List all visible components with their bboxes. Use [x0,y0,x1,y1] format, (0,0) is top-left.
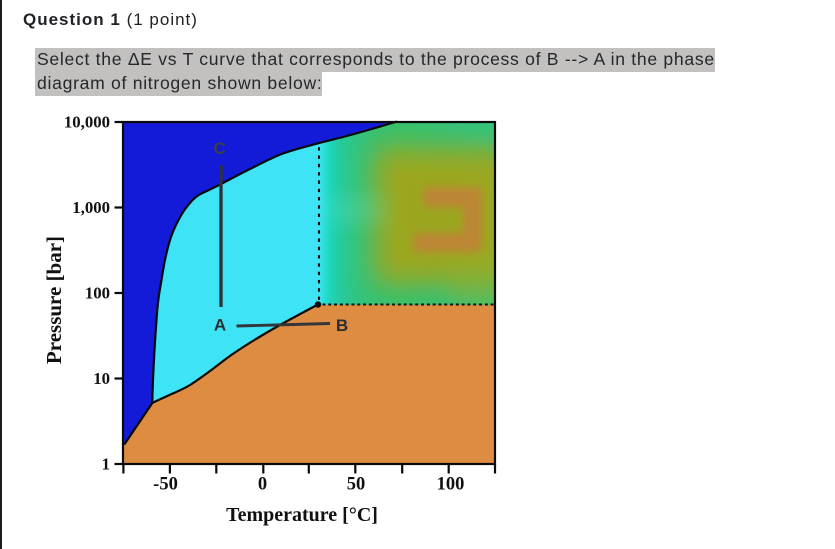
svg-text:1,000: 1,000 [72,198,110,217]
svg-text:1: 1 [102,455,110,474]
svg-text:100: 100 [437,475,465,495]
svg-text:-50: -50 [153,475,178,495]
svg-text:10: 10 [93,369,110,388]
svg-text:A: A [214,316,226,335]
svg-text:Pressure [bar]: Pressure [bar] [42,236,66,364]
svg-text:10,000: 10,000 [64,113,110,132]
svg-text:50: 50 [347,475,366,495]
svg-text:100: 100 [85,284,110,303]
svg-text:0: 0 [258,475,267,495]
svg-text:C: C [213,139,225,158]
svg-text:B: B [336,316,348,335]
svg-text:Temperature [°C]: Temperature [°C] [226,504,378,526]
